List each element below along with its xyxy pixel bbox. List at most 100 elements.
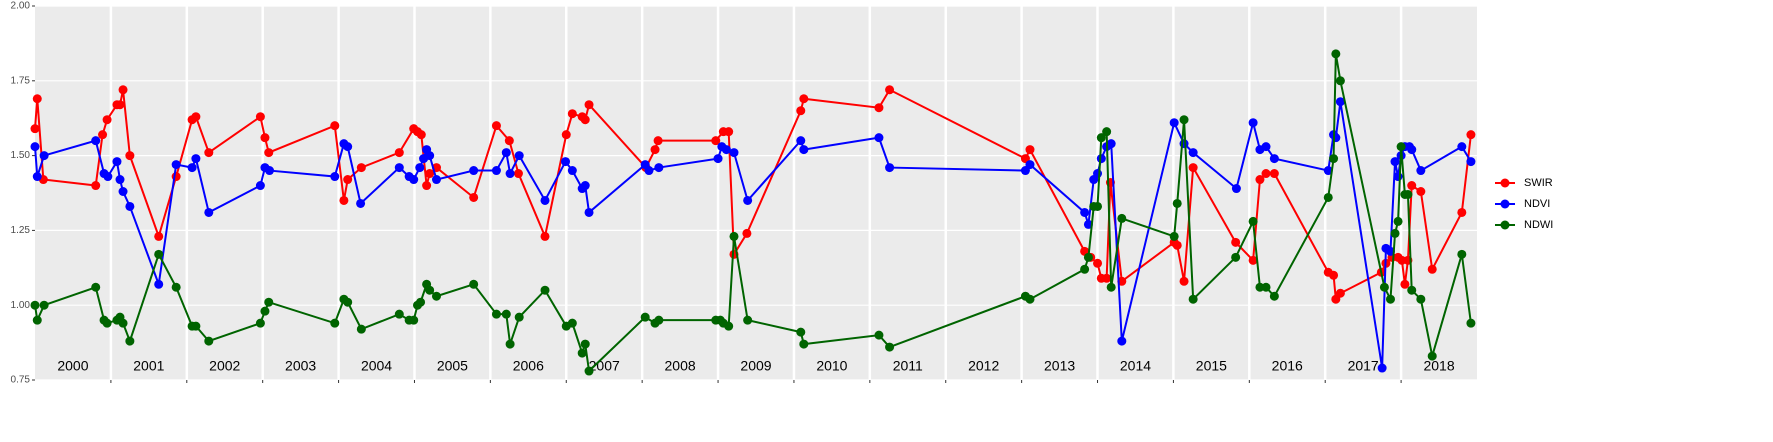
data-point [1093, 201, 1103, 211]
year-label: 2015 [1196, 358, 1227, 374]
data-point [1331, 133, 1341, 143]
data-point [1416, 294, 1426, 304]
data-point [1407, 181, 1417, 191]
data-point [1261, 142, 1271, 152]
data-point [91, 282, 101, 292]
data-point [118, 85, 128, 95]
data-point [260, 133, 270, 143]
data-point [1390, 157, 1400, 167]
data-point [1396, 142, 1406, 152]
data-point [1179, 276, 1189, 286]
data-point [356, 198, 366, 208]
data-point [1025, 294, 1035, 304]
data-point [1331, 49, 1341, 59]
data-point [1169, 231, 1179, 241]
data-point [416, 297, 426, 307]
data-point [1393, 172, 1403, 182]
data-point [1329, 154, 1339, 164]
year-label: 2000 [57, 358, 88, 374]
data-point [653, 136, 663, 146]
data-point [505, 339, 515, 349]
data-point [1416, 187, 1426, 197]
data-point [469, 279, 479, 289]
data-point [1025, 145, 1035, 155]
data-point [255, 112, 265, 122]
data-point [1390, 228, 1400, 238]
data-point [514, 151, 524, 161]
data-point [1102, 273, 1112, 283]
data-point [191, 112, 201, 122]
data-point [115, 100, 125, 110]
data-point [1117, 336, 1127, 346]
data-point [874, 330, 884, 340]
data-point [30, 300, 40, 310]
data-point [102, 115, 112, 125]
data-point [39, 151, 49, 161]
data-point [1248, 216, 1258, 226]
data-point [1188, 163, 1198, 173]
data-point [540, 285, 550, 295]
data-point [204, 336, 214, 346]
data-point [713, 154, 723, 164]
data-point [265, 166, 275, 176]
data-point [1335, 97, 1345, 107]
data-point [118, 187, 128, 197]
data-point [540, 195, 550, 205]
data-point [32, 315, 42, 325]
data-point [154, 279, 164, 289]
data-point [1188, 294, 1198, 304]
data-point [409, 315, 419, 325]
year-label: 2004 [361, 358, 392, 374]
data-point [343, 175, 353, 185]
data-point [1025, 160, 1035, 170]
data-point [1231, 184, 1241, 194]
data-point [514, 312, 524, 322]
data-point [1083, 252, 1093, 262]
data-point [580, 339, 590, 349]
data-point [1106, 282, 1116, 292]
data-point [1080, 207, 1090, 217]
data-point [799, 145, 809, 155]
data-point [874, 103, 884, 113]
data-point [330, 318, 340, 328]
data-point [425, 285, 435, 295]
data-point [255, 181, 265, 191]
data-point [1188, 148, 1198, 158]
data-point [584, 207, 594, 217]
data-point [32, 172, 42, 182]
data-point [1466, 130, 1476, 140]
data-point [491, 166, 501, 176]
legend-label: NDVI [1524, 198, 1550, 210]
data-point [1172, 198, 1182, 208]
data-point [416, 130, 426, 140]
data-point [394, 309, 404, 319]
data-point [501, 148, 511, 158]
data-point [191, 154, 201, 164]
data-point [112, 157, 122, 167]
data-point [102, 318, 112, 328]
data-point [171, 282, 181, 292]
y-tick-label: 1.00 [11, 300, 31, 311]
data-point [1269, 169, 1279, 179]
data-point [255, 318, 265, 328]
data-point [339, 195, 349, 205]
panel-background [35, 6, 1477, 380]
data-point [504, 136, 514, 146]
data-point [1416, 166, 1426, 176]
data-point [343, 142, 353, 152]
data-point [1269, 154, 1279, 164]
data-point [567, 166, 577, 176]
data-point [1255, 175, 1265, 185]
data-point [729, 148, 739, 158]
data-point [1407, 145, 1417, 155]
year-label: 2012 [968, 358, 999, 374]
data-point [32, 94, 42, 104]
data-point [1457, 142, 1467, 152]
y-tick-label: 2.00 [11, 1, 31, 12]
data-point [330, 172, 340, 182]
year-label: 2003 [285, 358, 316, 374]
data-point [584, 366, 594, 376]
data-point [125, 151, 135, 161]
